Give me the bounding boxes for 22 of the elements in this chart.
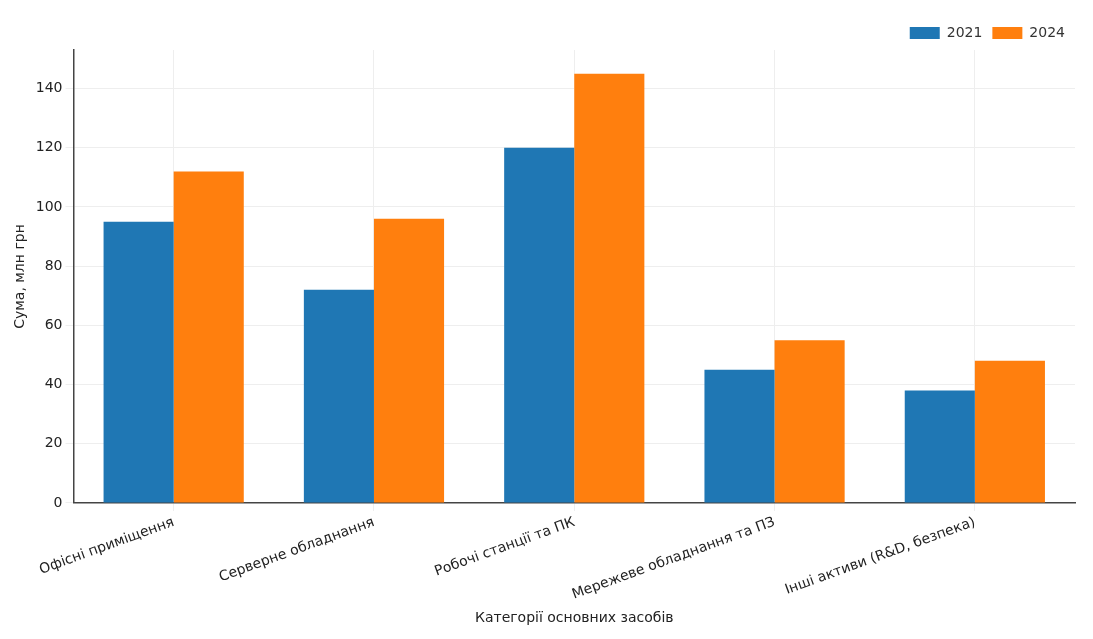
y-tick-label: 40: [44, 375, 63, 392]
bar: [574, 73, 645, 503]
x-axis-title: Категорії основних засобів: [474, 609, 674, 626]
bar: [904, 390, 975, 503]
y-tick-label: 120: [35, 138, 63, 155]
y-tick-label: 20: [44, 434, 63, 451]
bar: [504, 147, 575, 503]
legend-label: 2024: [1029, 23, 1066, 40]
bar: [173, 171, 244, 503]
legend-label: 2021: [946, 23, 983, 40]
bar: [704, 369, 775, 503]
bar: [974, 360, 1045, 503]
bar: [373, 218, 445, 503]
y-tick-label: 100: [35, 197, 63, 214]
bar: [103, 221, 174, 503]
y-tick-label: 60: [44, 315, 63, 332]
y-tick-label: 0: [53, 493, 63, 510]
y-axis-title: Сума, млн грн: [11, 224, 28, 329]
bar: [303, 289, 374, 503]
y-tick-label: 80: [44, 256, 63, 273]
y-tick-label: 140: [35, 79, 63, 96]
bar: [774, 340, 845, 503]
